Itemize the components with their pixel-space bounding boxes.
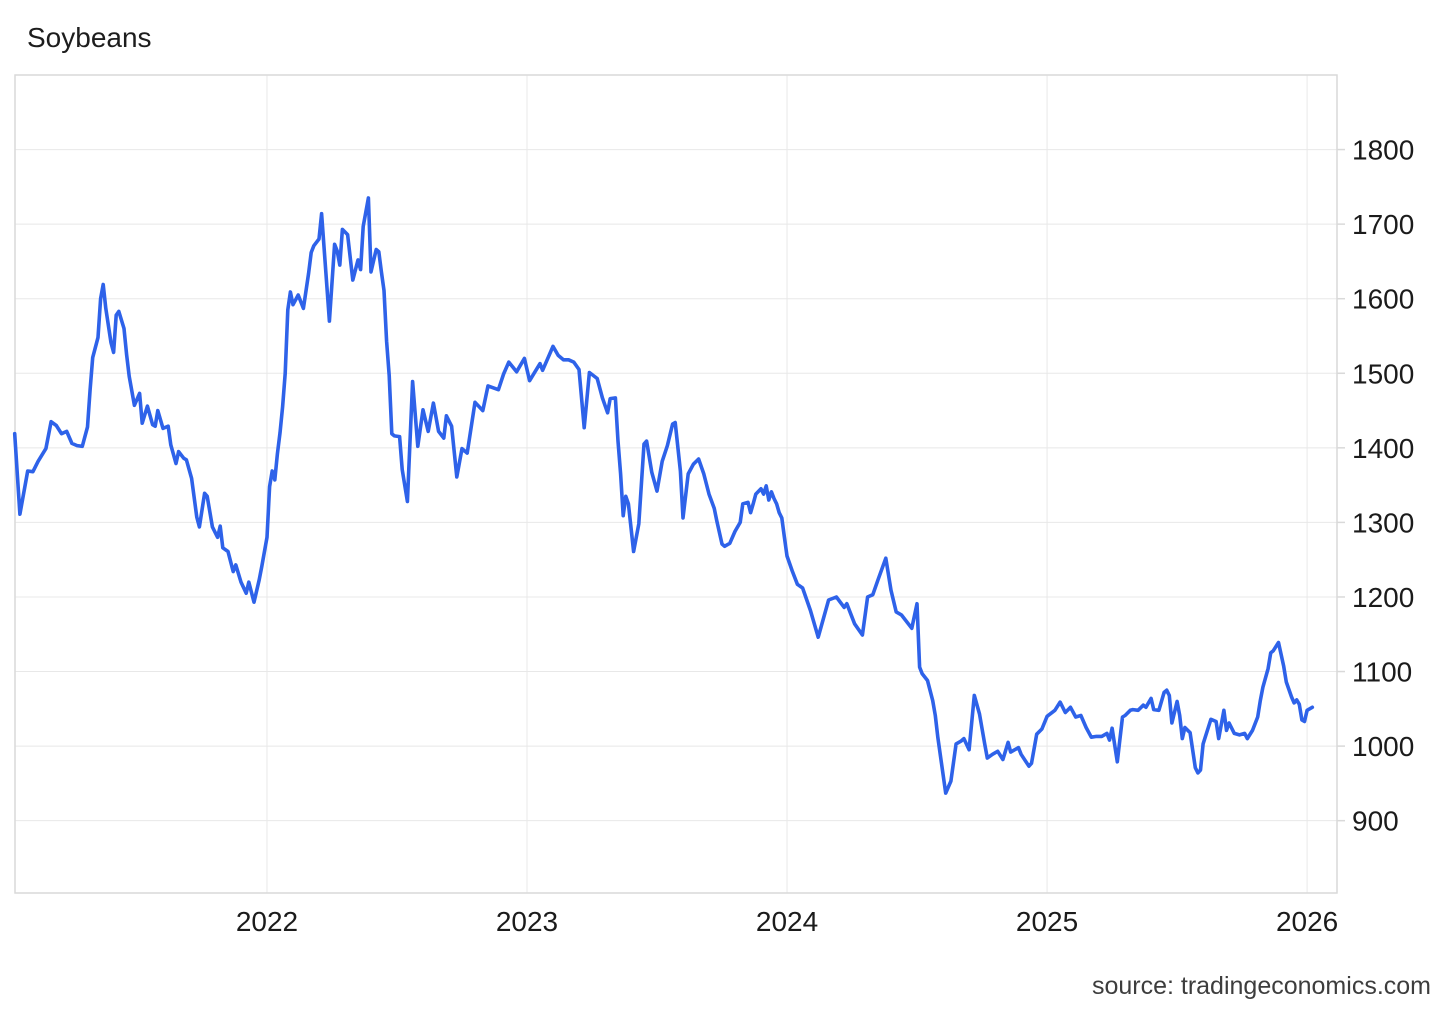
soybeans-price-line [12,196,1315,795]
y-axis-label: 1100 [1352,657,1412,688]
y-axis-label: 1600 [1352,284,1414,315]
x-axis-label: 2026 [1276,906,1338,937]
chart-title: Soybeans [27,22,152,53]
x-axis-label: 2025 [1016,906,1078,937]
y-axis-label: 1000 [1352,731,1414,762]
x-axis-label: 2023 [496,906,558,937]
y-axis-label: 1300 [1352,507,1414,538]
source-attribution: source: tradingeconomics.com [1091,972,1431,1000]
x-axis-label: 2022 [236,906,298,937]
y-axis-label: 1200 [1352,582,1414,613]
y-axis-label: 1400 [1352,433,1414,464]
plot-border [14,74,1338,894]
y-axis-label: 1500 [1352,358,1414,389]
y-axis-label: 1800 [1352,135,1414,166]
y-axis-label: 1700 [1352,209,1414,240]
y-axis-label: 900 [1352,806,1399,837]
x-axis-label: 2024 [756,906,818,937]
